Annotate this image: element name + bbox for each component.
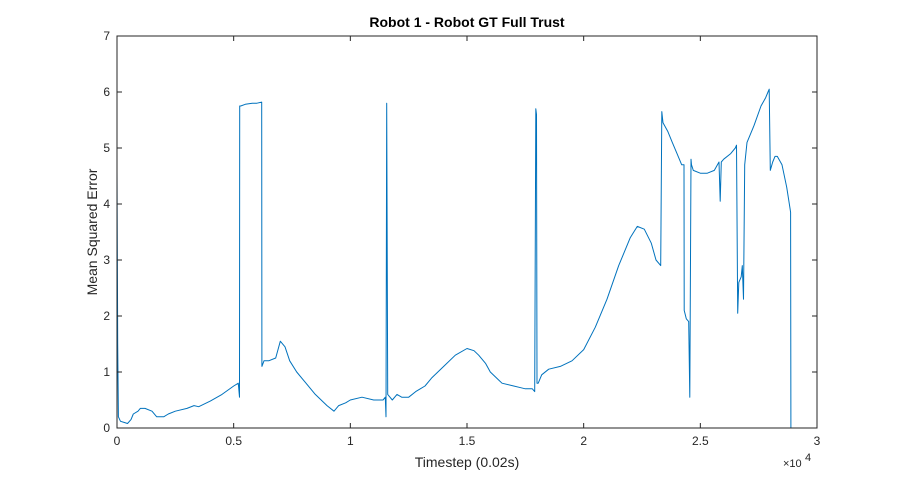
x-tick-label: 1 bbox=[347, 434, 354, 448]
y-tick-label: 0 bbox=[103, 421, 110, 435]
x-axis-exponent: ×10 4 bbox=[783, 452, 811, 470]
data-layer bbox=[116, 88, 792, 429]
y-tick-label: 2 bbox=[103, 309, 110, 323]
x-axis-label: Timestep (0.02s) bbox=[415, 454, 520, 470]
x-tick-label: 2.5 bbox=[692, 434, 709, 448]
y-tick-label: 5 bbox=[103, 141, 110, 155]
y-axis-label: Mean Squared Error bbox=[84, 168, 100, 295]
y-tick-label: 1 bbox=[103, 365, 110, 379]
x-tick-label: 3 bbox=[814, 434, 821, 448]
x-tick-label: 2 bbox=[580, 434, 587, 448]
chart-title: Robot 1 - Robot GT Full Trust bbox=[369, 14, 565, 30]
y-tick-label: 4 bbox=[103, 197, 110, 211]
x-tick-label: 0.5 bbox=[225, 434, 242, 448]
y-tick-label: 3 bbox=[103, 253, 110, 267]
series-line-0 bbox=[116, 88, 792, 429]
x-tick-label: 0 bbox=[114, 434, 121, 448]
x-axis-exponent-power: 4 bbox=[805, 452, 811, 464]
x-tick-label: 1.5 bbox=[459, 434, 476, 448]
y-axis-ticks: 0 1 2 3 4 5 6 7 bbox=[103, 29, 817, 435]
plot-area bbox=[117, 36, 817, 428]
x-axis-ticks: 0 0.5 1 1.5 2 2.5 3 bbox=[114, 36, 821, 448]
y-tick-label: 7 bbox=[103, 29, 110, 43]
y-tick-label: 6 bbox=[103, 85, 110, 99]
x-axis-exponent-prefix: ×10 bbox=[783, 458, 802, 470]
